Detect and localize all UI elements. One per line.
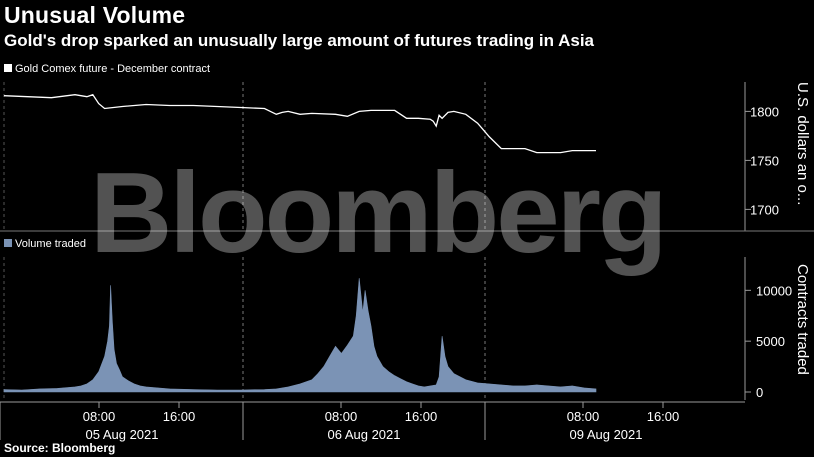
price-y-ticks: 1700 1750 1800 (745, 104, 779, 217)
volume-tick-label: 0 (756, 385, 763, 400)
x-tick-label: 08:00 (83, 409, 116, 424)
price-tick-label: 1800 (750, 104, 779, 119)
x-tick-label: 16:00 (163, 409, 196, 424)
volume-y-ticks: 0 5000 10000 (745, 283, 792, 400)
price-tick-label: 1750 (750, 153, 779, 168)
source-note: Source: Bloomberg (4, 441, 116, 455)
volume-legend-label: Volume traded (15, 238, 86, 250)
bloomberg-watermark: Bloomberg (90, 150, 665, 277)
x-tick-label: 08:00 (325, 409, 358, 424)
x-axis-ticks: 08:00 16:00 08:00 16:00 08:00 16:00 05 Aug 202… (0, 402, 679, 442)
volume-panel: Volume traded 0 5000 10000 Contracts trade… (3, 238, 811, 400)
x-tick-label: 16:00 (405, 409, 438, 424)
volume-legend-swatch (4, 239, 12, 247)
volume-tick-label: 5000 (756, 334, 785, 349)
date-label: 09 Aug 2021 (569, 427, 642, 442)
x-tick-label: 16:00 (647, 409, 680, 424)
date-label: 05 Aug 2021 (85, 427, 158, 442)
volume-axis-title: Contracts traded (794, 264, 811, 375)
volume-tick-label: 10000 (756, 283, 792, 298)
price-session-lines (3, 82, 486, 229)
price-axis-title: U.S. dollars an o... (794, 82, 811, 205)
price-legend-swatch (4, 64, 12, 72)
page-subtitle: Gold's drop sparked an unusually large a… (4, 31, 594, 50)
volume-area (3, 278, 597, 393)
price-tick-label: 1700 (750, 202, 779, 217)
price-legend-label: Gold Comex future - December contract (15, 63, 210, 75)
price-panel: Gold Comex future - December contract 17… (3, 63, 811, 231)
date-label: 06 Aug 2021 (327, 427, 400, 442)
price-line (3, 93, 596, 154)
page-title: Unusual Volume (4, 2, 186, 28)
x-tick-label: 08:00 (567, 409, 600, 424)
volume-session-lines (3, 257, 486, 400)
